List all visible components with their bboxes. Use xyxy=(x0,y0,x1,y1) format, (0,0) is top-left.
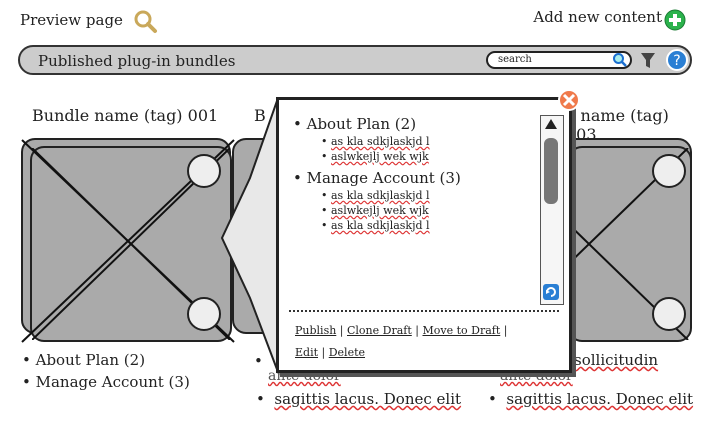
popup-divider xyxy=(289,310,559,312)
search-icon[interactable] xyxy=(612,52,628,68)
popup-list: • About Plan (2) • as kla sdkjlaskjd l •… xyxy=(293,115,543,232)
search-input[interactable]: search xyxy=(486,51,632,69)
search-placeholder: search xyxy=(498,54,532,65)
tile-handle-bottom[interactable] xyxy=(187,297,221,331)
tile3-handle-bottom[interactable] xyxy=(652,297,686,331)
bundle2-list: • sagittis lacus. Donec elit xyxy=(256,390,462,408)
bundle-title-002-partial: B xyxy=(254,106,266,125)
plus-circle-icon[interactable] xyxy=(664,9,686,31)
bundle1-list: • About Plan (2) • Manage Account (3) xyxy=(22,351,190,395)
popup-subitem[interactable]: • aslwkejlj wek wjk xyxy=(321,204,429,217)
publish-button[interactable]: Publish xyxy=(295,324,337,337)
toolbar-title: Published plug-in bundles xyxy=(38,52,236,70)
help-icon[interactable]: ? xyxy=(666,49,688,71)
list-item[interactable]: sagittis lacus. Donec elit xyxy=(506,390,694,408)
bundle-popup: • About Plan (2) • as kla sdkjlaskjd l •… xyxy=(276,97,572,373)
popup-group-about-plan[interactable]: • About Plan (2) xyxy=(293,115,417,133)
bundle2-bullet: • xyxy=(254,352,263,370)
delete-button[interactable]: Delete xyxy=(328,346,366,359)
preview-label: Preview page xyxy=(20,11,123,29)
filter-icon[interactable] xyxy=(640,52,656,70)
popup-subitem[interactable]: • aslwkejlj wek wjk xyxy=(321,150,429,163)
add-content-label: Add new content xyxy=(533,8,662,26)
bundle3-list: • sagittis lacus. Donec elit xyxy=(488,390,694,408)
popup-group-manage-account[interactable]: • Manage Account (3) xyxy=(293,169,461,187)
popup-pointer xyxy=(220,98,279,373)
toolbar: Published plug-in bundles search ? xyxy=(18,45,692,75)
edit-button[interactable]: Edit xyxy=(295,346,319,359)
tile3-handle-top[interactable] xyxy=(652,154,686,188)
popup-subitem[interactable]: • as kla sdkjlaskjd l xyxy=(321,219,430,232)
magnifier-icon xyxy=(134,10,157,33)
bundle-title-001: Bundle name (tag) 001 xyxy=(32,106,219,125)
list-item[interactable]: sagittis lacus. Donec elit xyxy=(274,390,462,408)
scroll-up-icon[interactable] xyxy=(543,117,559,131)
list-item[interactable]: • Manage Account (3) xyxy=(22,373,190,391)
popup-subitem[interactable]: • as kla sdkjlaskjd l xyxy=(321,189,430,202)
svg-text:?: ? xyxy=(673,53,680,69)
refresh-icon[interactable] xyxy=(543,284,559,300)
list-item[interactable]: • About Plan (2) xyxy=(22,351,146,369)
bundle3-peek-text: sollicitudin xyxy=(574,351,659,369)
popup-actions-row-1: Publish | Clone Draft | Move to Draft | xyxy=(295,324,508,337)
scrollbar-thumb[interactable] xyxy=(544,138,558,204)
add-new-content-link[interactable]: Add new content xyxy=(533,8,662,26)
close-icon[interactable] xyxy=(557,88,581,112)
preview-page-link[interactable]: Preview page xyxy=(20,8,158,34)
popup-subitem[interactable]: • as kla sdkjlaskjd l xyxy=(321,135,430,148)
popup-actions-row-2: Edit | Delete xyxy=(295,346,366,359)
tile-handle-top[interactable] xyxy=(187,154,221,188)
clone-draft-button[interactable]: Clone Draft xyxy=(347,324,412,337)
move-to-draft-button[interactable]: Move to Draft xyxy=(422,324,501,337)
